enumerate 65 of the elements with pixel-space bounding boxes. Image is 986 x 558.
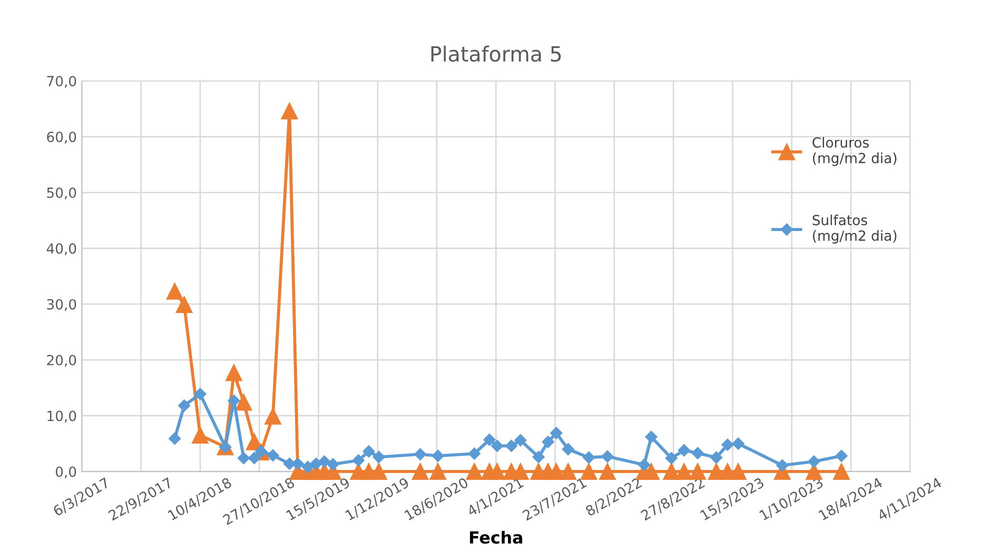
point	[483, 434, 496, 446]
point	[326, 458, 340, 470]
point	[238, 452, 250, 464]
legend-label: Sulfatos (mg/m2 dia)	[812, 214, 896, 244]
point	[560, 463, 576, 480]
point	[663, 463, 680, 480]
point	[310, 458, 322, 470]
point	[542, 436, 554, 448]
point	[505, 440, 518, 452]
point	[532, 450, 545, 464]
point	[432, 450, 444, 462]
point	[582, 451, 595, 464]
point	[721, 438, 734, 451]
point	[514, 434, 527, 446]
point	[352, 454, 365, 466]
y-tick-label: 30,0	[47, 299, 76, 311]
point	[488, 463, 506, 480]
point	[192, 426, 208, 444]
point	[548, 463, 565, 480]
point	[362, 445, 375, 458]
point	[642, 463, 660, 480]
y-tick-label: 50,0	[47, 187, 76, 200]
point	[248, 452, 260, 464]
y-tick-label: 0,0	[56, 466, 76, 478]
point	[166, 282, 184, 300]
point	[692, 447, 704, 460]
point	[302, 460, 314, 474]
point	[835, 450, 848, 462]
point	[550, 426, 562, 440]
point	[176, 296, 193, 313]
point	[638, 458, 650, 471]
point	[512, 463, 529, 480]
point	[689, 463, 706, 480]
point	[168, 432, 181, 445]
point	[235, 394, 252, 411]
point	[178, 400, 190, 412]
point	[372, 450, 385, 464]
point	[226, 364, 242, 382]
point	[710, 451, 722, 464]
legend-label: Cloruros (mg/m2 dia)	[812, 136, 896, 166]
y-tick-label: 40,0	[46, 243, 76, 256]
point	[281, 102, 298, 120]
point	[776, 459, 788, 472]
point	[318, 455, 330, 468]
point	[414, 448, 426, 460]
point	[601, 450, 614, 463]
y-tick-label: 20,0	[47, 354, 76, 367]
x-axis-title: Fecha	[470, 530, 522, 544]
point	[732, 438, 744, 450]
point	[266, 449, 280, 462]
chart-title: Plataforma 5	[431, 46, 561, 62]
point	[676, 463, 692, 480]
y-tick-label: 70,0	[47, 76, 76, 88]
point	[808, 455, 820, 468]
y-tick-label: 60,0	[47, 132, 76, 144]
point	[665, 452, 678, 464]
y-tick-label: 10,0	[48, 410, 76, 423]
point	[194, 388, 206, 400]
point	[491, 440, 504, 452]
point	[678, 444, 690, 456]
point	[562, 443, 574, 456]
point	[264, 408, 282, 425]
point	[466, 463, 483, 480]
point	[645, 430, 658, 444]
point	[468, 448, 480, 460]
